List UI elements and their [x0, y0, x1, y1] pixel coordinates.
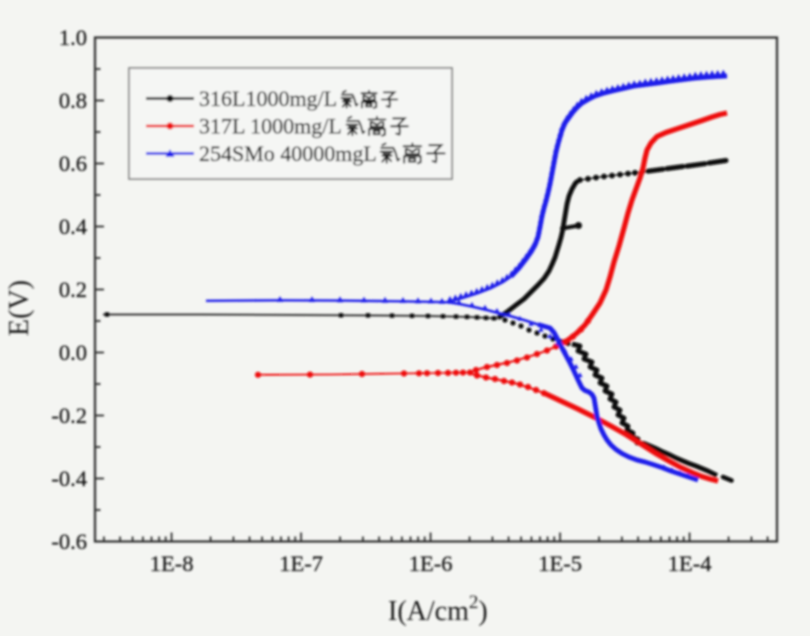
svg-text:E(V): E(V)	[4, 280, 35, 336]
svg-text:1E-4: 1E-4	[668, 551, 712, 576]
svg-text:1.0: 1.0	[59, 25, 87, 50]
svg-text:0.0: 0.0	[59, 340, 87, 365]
svg-text:0.8: 0.8	[59, 88, 87, 113]
svg-text:316L1000mg/L: 316L1000mg/L	[199, 86, 337, 111]
svg-text:1E-5: 1E-5	[538, 551, 582, 576]
svg-text:1E-8: 1E-8	[150, 551, 194, 576]
svg-text:-0.6: -0.6	[51, 529, 87, 554]
svg-text:-0.2: -0.2	[51, 403, 87, 428]
svg-text:1E-6: 1E-6	[409, 551, 453, 576]
svg-text:317L 1000mg/L: 317L 1000mg/L	[199, 114, 342, 139]
svg-text:0.2: 0.2	[59, 277, 87, 302]
svg-text:-0.4: -0.4	[51, 466, 87, 491]
svg-text:0.6: 0.6	[59, 151, 87, 176]
svg-text:254SMo 40000mgL: 254SMo 40000mgL	[199, 141, 377, 166]
svg-text:1E-7: 1E-7	[279, 551, 323, 576]
svg-text:0.4: 0.4	[59, 214, 87, 239]
